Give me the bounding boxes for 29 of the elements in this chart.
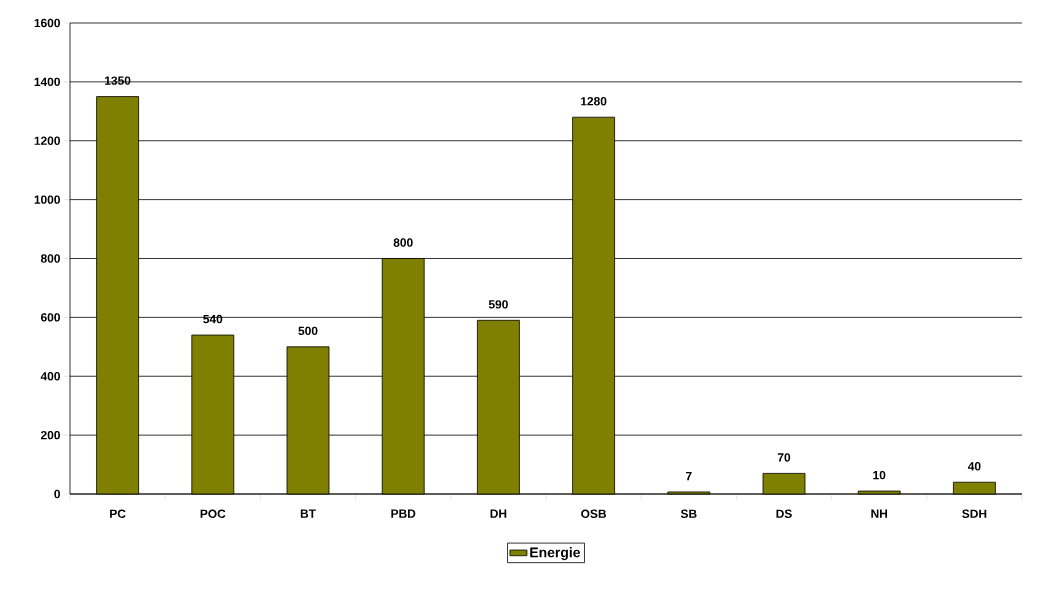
y-tick-label: 200	[40, 430, 60, 440]
x-tick-label: PC	[110, 509, 126, 518]
data-label: 590	[488, 300, 508, 309]
x-tick-label: SB	[680, 509, 697, 518]
legend-label: Energie	[530, 547, 581, 561]
y-tick-label: 1200	[34, 136, 60, 145]
data-label: 1280	[581, 97, 607, 106]
x-tick-label: SDH	[962, 509, 987, 518]
data-label: 800	[393, 238, 413, 247]
data-label: 1350	[105, 76, 131, 85]
x-tick-label: POC	[200, 509, 226, 518]
y-tick-label: 800	[40, 254, 60, 263]
data-label: 10	[873, 470, 886, 480]
x-tick-label: DS	[776, 509, 792, 518]
x-tick-label: BT	[300, 509, 316, 518]
y-tick-label: 0	[54, 489, 60, 499]
y-tick-label: 1400	[34, 77, 60, 87]
x-tick-label: DH	[490, 509, 507, 518]
y-tick-label: 1600	[34, 18, 60, 28]
data-label: 500	[298, 326, 318, 336]
x-tick-label: PBD	[391, 509, 416, 518]
data-label: 70	[777, 453, 791, 462]
x-tick-label: NH	[871, 509, 888, 518]
x-tick-label: OSB	[581, 509, 607, 518]
data-label: 7	[686, 472, 692, 481]
data-label: 40	[967, 462, 981, 471]
y-tick-label: 600	[40, 313, 60, 322]
y-tick-label: 400	[40, 372, 60, 381]
y-tick-label: 1000	[34, 195, 60, 204]
